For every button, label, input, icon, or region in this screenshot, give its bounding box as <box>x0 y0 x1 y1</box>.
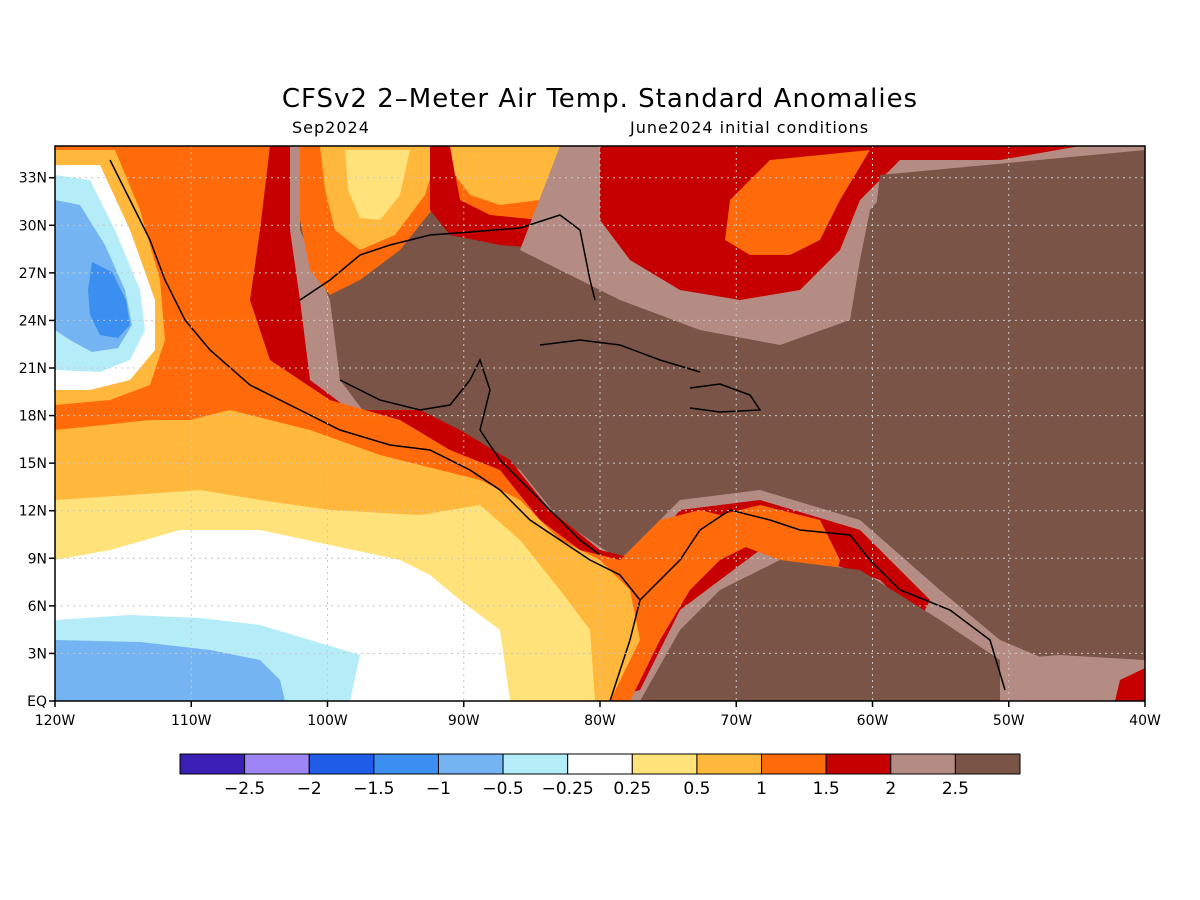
lat-tick-label: 9N <box>28 551 47 567</box>
lon-tick-label: 90W <box>448 713 480 729</box>
lat-tick-label: 21N <box>19 361 47 377</box>
anomaly-region-atlantic-plume-2 <box>600 146 1080 300</box>
legend-label: 0.5 <box>683 779 710 799</box>
legend-color-box <box>308 753 375 775</box>
legend-color-box <box>502 753 569 775</box>
lat-tick-label: 24N <box>19 313 47 329</box>
anomaly-region-atlantic-plume-1 <box>870 150 1145 701</box>
coastline-gulf <box>299 214 596 301</box>
legend-color-box <box>567 753 633 775</box>
anomaly-region-atlantic-plume-1.5 <box>725 150 870 255</box>
lat-tick-label: 3N <box>28 646 47 662</box>
lat-tick-label: 6N <box>28 599 47 615</box>
legend-label: −2 <box>297 779 322 799</box>
anomaly-region-us-southeast-mild <box>450 146 560 205</box>
forecast-month: Sep2024 <box>292 118 370 137</box>
lon-tick-label: 120W <box>35 713 76 729</box>
initial-conditions-label: June2024 initial conditions <box>630 118 870 137</box>
lon-tick-label: 60W <box>857 713 889 729</box>
legend-color-box <box>696 753 763 775</box>
anomaly-region-guiana-ring <box>1000 655 1145 701</box>
chart-title: CFSv2 2–Meter Air Temp. Standard Anomali… <box>281 84 919 114</box>
anomaly-region-baja-cool-1 <box>88 262 130 338</box>
legend-boxes <box>179 753 1021 775</box>
lon-tick-label: 50W <box>993 713 1025 729</box>
legend-label: −0.25 <box>542 779 594 799</box>
legend-label: −1.5 <box>353 779 394 799</box>
lat-tick-label: 15N <box>19 456 47 472</box>
legend-label: 2 <box>885 779 896 799</box>
coastline-baja-mexico <box>109 159 641 701</box>
legend-label: 2.5 <box>942 779 969 799</box>
lat-tick-label: 33N <box>19 171 47 187</box>
legend-label: −1 <box>426 779 451 799</box>
legend-label: 1 <box>756 779 767 799</box>
legend-label: 1.5 <box>813 779 840 799</box>
lon-tick-label: 70W <box>720 713 752 729</box>
lon-tick-label: 80W <box>584 713 616 729</box>
coastline-hispaniola <box>689 383 762 413</box>
legend-color-box <box>825 753 892 775</box>
legend-color-box <box>179 753 246 775</box>
anomaly-region-texas-weak <box>345 150 410 220</box>
anomaly-region-sa-interior <box>640 560 1000 701</box>
lon-tick-label: 100W <box>307 713 348 729</box>
lat-tick-label: EQ <box>27 694 47 710</box>
coastline-yucatan <box>339 358 491 431</box>
coastline-cuba <box>539 339 701 373</box>
coastline-south-america <box>639 509 1006 691</box>
lat-tick-label: 18N <box>19 409 47 425</box>
legend-label: 0.25 <box>613 779 651 799</box>
legend-color-box <box>631 753 698 775</box>
lat-tick-label: 12N <box>19 504 47 520</box>
legend-color-box <box>437 753 504 775</box>
legend-color-box <box>954 753 1021 775</box>
anomaly-region-east-atlantic-edge <box>1115 668 1145 701</box>
lat-tick-label: 27N <box>19 266 47 282</box>
map-axes: 120W 110W 100W 90W 80W 70W 60W 50W 40W EQ 3N 6N 9N 12… <box>19 171 1161 729</box>
legend-color-box <box>244 753 310 775</box>
legend-color-box <box>373 753 439 775</box>
legend-color-box <box>761 753 827 775</box>
coastline-central-america <box>479 429 601 556</box>
lat-tick-label: 30N <box>19 218 47 234</box>
legend-label: −0.5 <box>482 779 523 799</box>
legend-label: −2.5 <box>224 779 265 799</box>
lon-tick-label: 40W <box>1129 713 1161 729</box>
legend-color-box <box>890 753 956 775</box>
legend-labels: −2.5 −2 −1.5 −1 −0.5 −0.25 0.25 0.5 1 1.5 2 2.5 <box>224 779 969 799</box>
map-grid <box>55 146 1145 701</box>
coastlines <box>109 159 1006 701</box>
lon-tick-label: 110W <box>171 713 212 729</box>
anomaly-region-cool-0.5 <box>55 640 285 701</box>
